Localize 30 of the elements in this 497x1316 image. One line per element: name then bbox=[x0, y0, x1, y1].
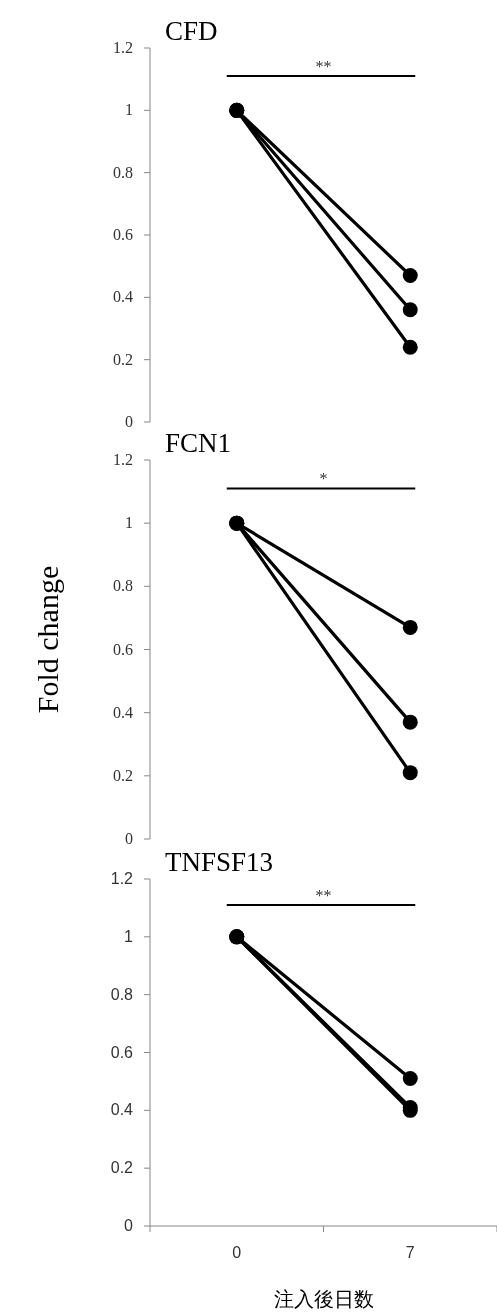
y-tick-label: 1.2 bbox=[113, 39, 133, 56]
x-axis-title: 注入後日数 bbox=[273, 1288, 374, 1310]
y-tick-label: 0.2 bbox=[113, 350, 133, 368]
chart-title: FCN1 bbox=[165, 428, 232, 458]
y-tick-label: 1.2 bbox=[113, 451, 133, 468]
y-tick-label: 0.4 bbox=[113, 703, 133, 721]
y-tick-label: 1.2 bbox=[110, 870, 134, 887]
y-tick-label: 0 bbox=[125, 830, 133, 847]
y-tick-label: 0.6 bbox=[113, 226, 133, 243]
y-tick-label: 0 bbox=[125, 413, 133, 430]
y-tick-label: 0.2 bbox=[113, 766, 133, 784]
y-tick-label: 0.8 bbox=[110, 985, 134, 1003]
y-tick-label: 1 bbox=[125, 101, 133, 119]
annotation: * bbox=[319, 470, 328, 488]
y-tick-label: 0.2 bbox=[110, 1159, 134, 1177]
chart-title: TNFSF13 bbox=[165, 847, 274, 877]
y-tick-label: 0.8 bbox=[113, 577, 133, 595]
y-tick-label: 0.6 bbox=[110, 1043, 134, 1061]
x-tick-label: 7 bbox=[405, 1244, 415, 1261]
chart-title: CFD bbox=[165, 16, 218, 46]
annotation: ** bbox=[315, 58, 332, 76]
y-tick-label: 0 bbox=[124, 1217, 134, 1234]
y-tick-label: 0.4 bbox=[110, 1101, 134, 1119]
y-axis-title: Fold change bbox=[31, 565, 64, 714]
y-tick-label: 0.4 bbox=[113, 288, 133, 306]
y-tick-label: 0.8 bbox=[113, 163, 133, 181]
annotation: ** bbox=[315, 887, 332, 905]
y-tick-label: 1 bbox=[125, 514, 133, 532]
y-tick-label: 0.6 bbox=[113, 640, 133, 658]
y-tick-label: 1 bbox=[124, 927, 134, 945]
